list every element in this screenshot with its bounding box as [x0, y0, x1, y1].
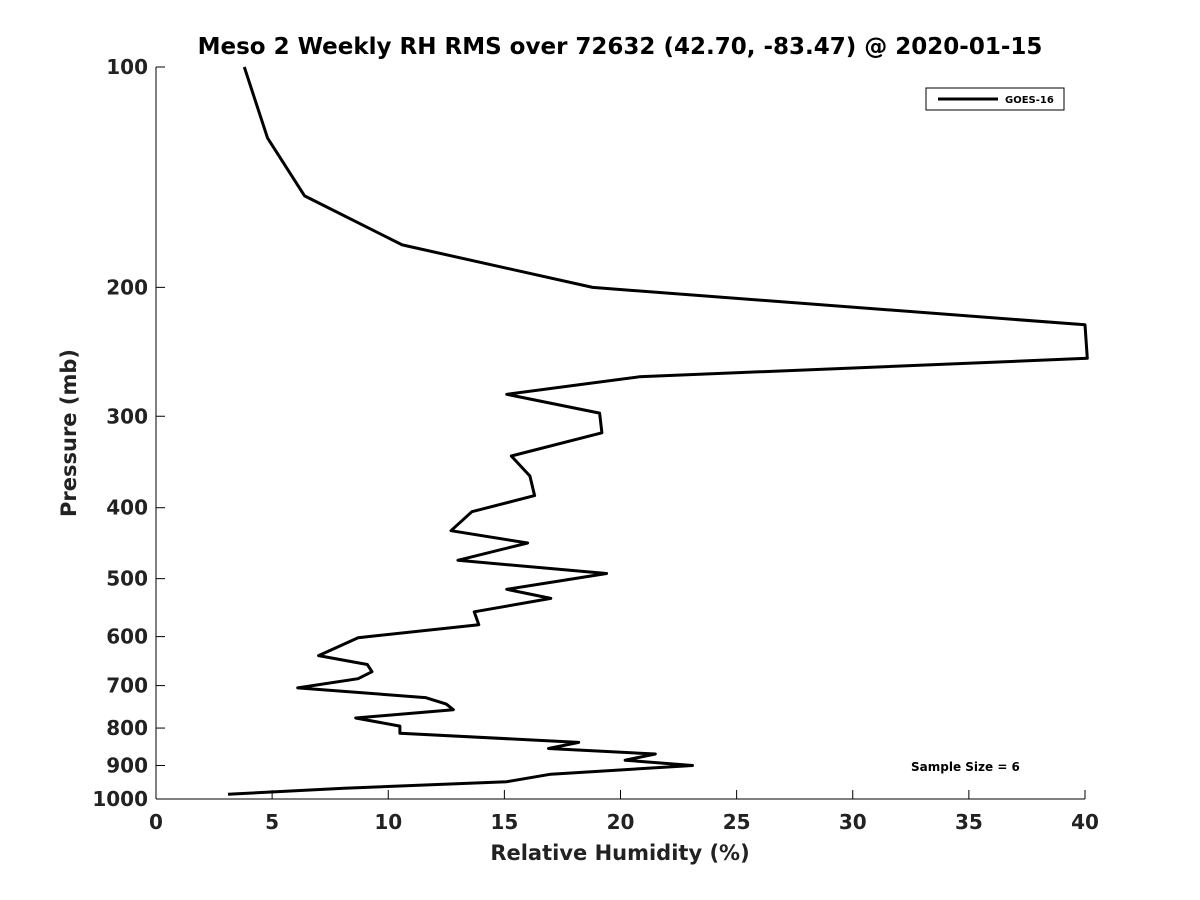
x-tick-label-5: 5: [265, 810, 279, 834]
y-axis-ticks: 100 200 300 400 500 600 700 800 900 1000: [92, 55, 165, 811]
x-tick-label-25: 25: [723, 810, 751, 834]
sample-size-annotation: Sample Size = 6: [911, 760, 1020, 774]
y-tick-label-100: 100: [106, 55, 148, 79]
y-tick-label-800: 800: [106, 716, 148, 740]
plot-area: [156, 67, 1085, 799]
y-tick-label-400: 400: [106, 496, 148, 520]
series-line-goes-16: [227, 66, 1089, 796]
x-tick-label-40: 40: [1071, 810, 1099, 834]
x-axis-label: Relative Humidity (%): [490, 841, 749, 865]
x-tick-label-35: 35: [955, 810, 983, 834]
y-tick-label-300: 300: [106, 404, 148, 428]
y-axis-label: Pressure (mb): [57, 349, 81, 517]
x-tick-label-10: 10: [374, 810, 402, 834]
chart-title: Meso 2 Weekly RH RMS over 72632 (42.70, …: [198, 34, 1043, 60]
y-tick-label-500: 500: [106, 567, 148, 591]
y-tick-label-600: 600: [106, 625, 148, 649]
x-tick-label-15: 15: [490, 810, 518, 834]
x-tick-label-30: 30: [839, 810, 867, 834]
y-tick-label-900: 900: [106, 754, 148, 778]
legend-entry-goes-16: GOES-16: [1005, 95, 1054, 106]
y-tick-label-1000: 1000: [92, 787, 148, 811]
y-tick-label-200: 200: [106, 275, 148, 299]
x-axis-ticks: 0 5 10 15 20 25 30 35 40: [149, 790, 1099, 834]
y-tick-label-700: 700: [106, 674, 148, 698]
x-tick-label-20: 20: [607, 810, 635, 834]
x-tick-label-0: 0: [149, 810, 163, 834]
legend: GOES-16: [925, 87, 1065, 111]
